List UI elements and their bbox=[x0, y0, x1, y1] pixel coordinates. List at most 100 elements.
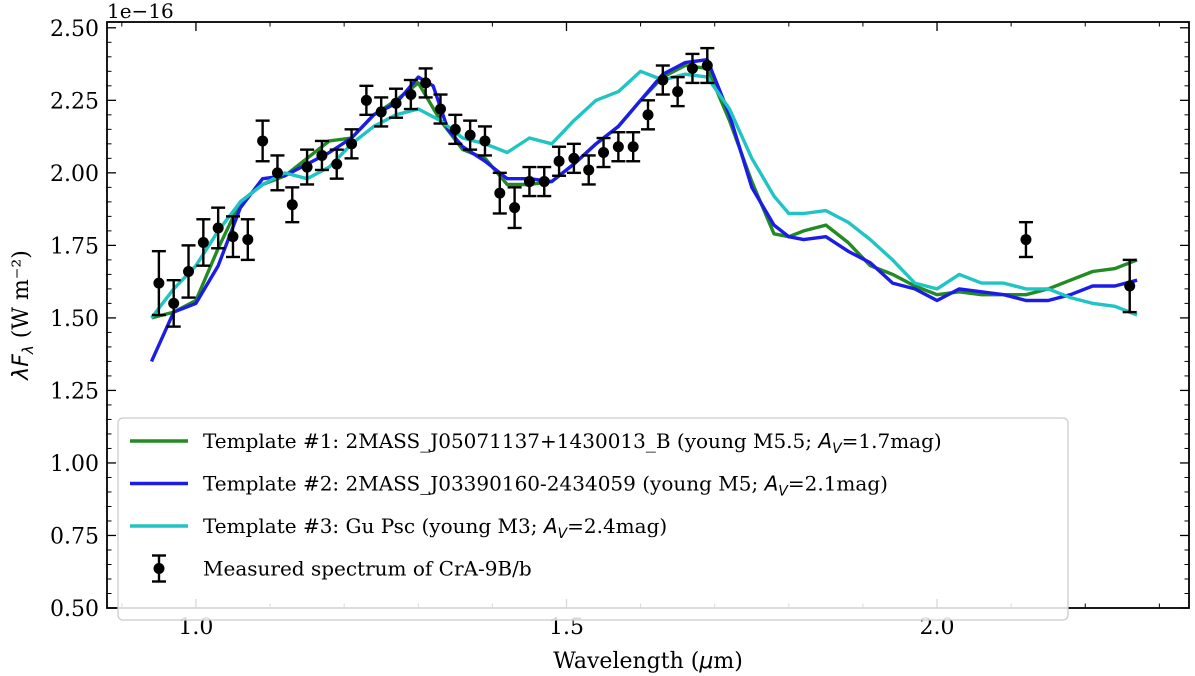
measured-point bbox=[196, 218, 211, 267]
legend-label: Template #1: 2MASS_J05071137+1430013_B (… bbox=[203, 429, 942, 457]
measured-point bbox=[477, 125, 492, 157]
measured-point bbox=[626, 131, 641, 163]
legend-entry: Measured spectrum of CrA-9B/b bbox=[152, 554, 532, 583]
measured-point bbox=[166, 278, 181, 328]
data-marker bbox=[494, 187, 506, 199]
data-marker bbox=[479, 135, 491, 147]
measured-point bbox=[433, 93, 448, 125]
legend-entry: Template #3: Gu Psc (young M3; AV=2.4mag… bbox=[130, 514, 667, 542]
measured-point bbox=[448, 113, 463, 146]
series-line-t2 bbox=[149, 58, 1138, 363]
measured-point bbox=[255, 119, 270, 163]
measured-point bbox=[344, 128, 359, 160]
y-tick-label: 0.50 bbox=[50, 597, 99, 622]
measured-point bbox=[655, 64, 670, 96]
data-marker bbox=[257, 135, 269, 147]
measured-point bbox=[581, 154, 596, 186]
data-marker bbox=[672, 86, 684, 98]
measured-point bbox=[1122, 258, 1137, 314]
legend-box bbox=[117, 417, 1069, 621]
data-marker bbox=[627, 141, 639, 153]
data-marker bbox=[346, 138, 358, 150]
data-marker bbox=[360, 94, 372, 106]
ticks-layer: 1.0 1.5 2.00.500.751.001.251.501.752.002.2… bbox=[50, 17, 1189, 640]
y-tick-label: 1.75 bbox=[50, 234, 99, 259]
data-marker bbox=[449, 123, 461, 135]
measured-point bbox=[566, 142, 581, 175]
data-marker bbox=[420, 77, 432, 89]
data-marker bbox=[657, 74, 669, 86]
y-tick-label: 2.25 bbox=[50, 89, 99, 114]
data-marker bbox=[598, 147, 610, 159]
data-marker bbox=[242, 234, 254, 246]
legend-marker bbox=[153, 563, 165, 574]
measured-point bbox=[537, 165, 552, 198]
data-marker bbox=[1020, 234, 1032, 246]
y-offset-text: 1e−16 bbox=[107, 0, 174, 23]
measured-point bbox=[389, 87, 404, 119]
data-marker bbox=[331, 158, 343, 170]
measured-point bbox=[225, 215, 240, 259]
data-marker bbox=[183, 265, 195, 277]
y-tick-label: 1.25 bbox=[50, 379, 99, 404]
series-line-t3 bbox=[150, 69, 1138, 319]
data-marker bbox=[523, 176, 535, 188]
measured-point bbox=[270, 154, 285, 192]
data-marker bbox=[701, 60, 713, 72]
y-tick-label: 0.75 bbox=[50, 524, 99, 549]
data-marker bbox=[227, 231, 239, 243]
measured-point bbox=[670, 75, 685, 108]
y-axis-label: λFλ (W m⁻²) bbox=[9, 250, 37, 381]
data-marker bbox=[642, 109, 654, 121]
measured-point bbox=[641, 99, 655, 131]
measured-point bbox=[700, 46, 715, 85]
measured-point bbox=[492, 171, 507, 215]
data-marker bbox=[405, 89, 417, 101]
data-marker bbox=[153, 277, 165, 289]
y-tick-label: 1.50 bbox=[50, 307, 99, 332]
data-marker bbox=[271, 167, 283, 179]
measured-point bbox=[374, 96, 389, 128]
legend-entry: Template #2: 2MASS_J03390160-2434059 (yo… bbox=[130, 472, 888, 500]
data-marker bbox=[553, 155, 565, 167]
y-tick-label: 2.00 bbox=[50, 162, 99, 187]
measured-point bbox=[314, 139, 329, 172]
data-marker bbox=[434, 103, 446, 115]
data-marker bbox=[464, 129, 476, 141]
measured-point bbox=[1018, 220, 1033, 259]
data-marker bbox=[509, 202, 521, 214]
data-marker bbox=[583, 164, 595, 176]
series-line-t1 bbox=[151, 63, 1138, 320]
measured-point bbox=[151, 249, 166, 317]
y-tick-label: 1.00 bbox=[50, 452, 99, 477]
data-marker bbox=[212, 222, 224, 234]
data-marker bbox=[286, 199, 298, 211]
legend-entry: Template #1: 2MASS_J05071137+1430013_B (… bbox=[130, 429, 942, 457]
measured-point bbox=[611, 131, 626, 163]
measured-point bbox=[329, 148, 344, 180]
measured-point bbox=[240, 218, 255, 262]
measured-point bbox=[522, 165, 537, 198]
measured-point bbox=[211, 206, 226, 250]
y-tick-label: 2.50 bbox=[50, 17, 99, 42]
legend-label: Measured spectrum of CrA-9B/b bbox=[203, 557, 532, 581]
measured-point bbox=[359, 84, 374, 117]
measured-point bbox=[418, 67, 433, 99]
data-marker bbox=[1124, 280, 1136, 292]
x-axis-label: Wavelength (μm) bbox=[553, 649, 743, 674]
data-marker bbox=[168, 297, 180, 309]
data-marker bbox=[538, 176, 550, 188]
series-layer bbox=[149, 46, 1138, 363]
data-marker bbox=[197, 236, 209, 248]
measured-point bbox=[596, 136, 611, 169]
measured-point bbox=[507, 186, 522, 230]
data-marker bbox=[301, 161, 313, 173]
measured-point bbox=[285, 186, 300, 224]
legend-label: Template #2: 2MASS_J03390160-2434059 (yo… bbox=[203, 472, 888, 500]
data-marker bbox=[568, 152, 580, 164]
measured-point bbox=[181, 244, 196, 299]
data-marker bbox=[612, 141, 624, 153]
data-marker bbox=[375, 106, 387, 118]
measured-point bbox=[463, 119, 478, 151]
